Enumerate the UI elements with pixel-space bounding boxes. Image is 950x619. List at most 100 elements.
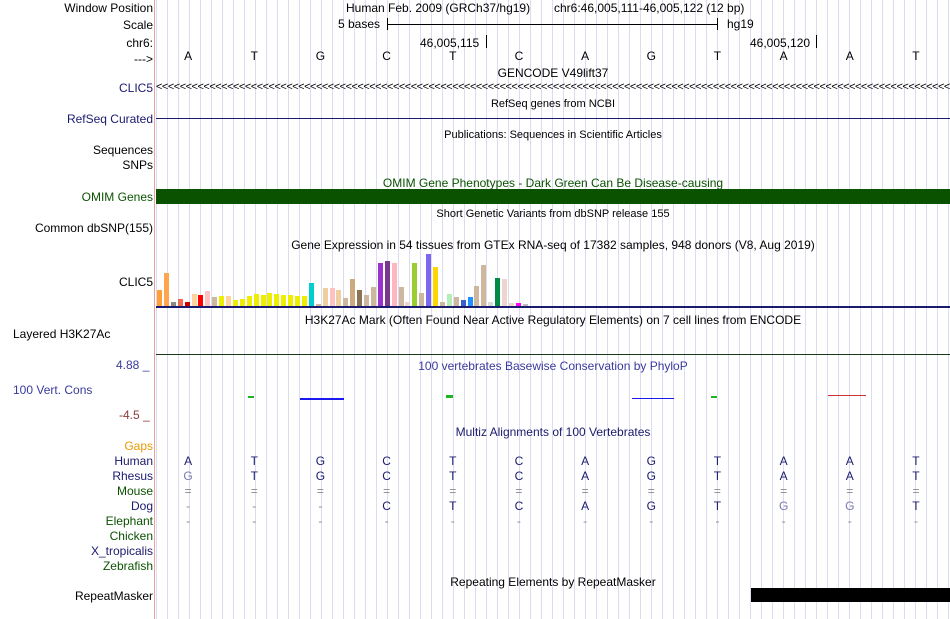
gtex-tissue-bar[interactable] [308, 283, 314, 306]
gtex-tissue-bar[interactable] [246, 296, 252, 306]
grid-line [871, 0, 872, 619]
gtex-tissue-bar[interactable] [295, 296, 300, 306]
phylop-max: 4.88 _ [116, 358, 150, 372]
gtex-tissue-bar[interactable] [329, 288, 335, 306]
gtex-tissue-bar[interactable] [191, 294, 197, 306]
grid-line [277, 0, 278, 619]
multiz-species-label[interactable]: Human [114, 454, 153, 468]
gtex-tissue-bar[interactable] [405, 302, 411, 306]
gtex-tissue-bar[interactable] [398, 287, 404, 306]
grid-line [684, 0, 685, 619]
gtex-tissue-bar[interactable] [439, 302, 445, 306]
gtex-tissue-bar[interactable] [219, 296, 225, 306]
repeatmasker-element[interactable] [751, 588, 950, 602]
multiz-species-label[interactable]: Rhesus [112, 469, 153, 483]
gtex-tissue-bar[interactable] [184, 302, 190, 306]
multiz-species-label[interactable]: Mouse [116, 484, 153, 498]
gtex-tissue-bar[interactable] [433, 267, 438, 306]
multiz-species-label[interactable]: X_tropicalis [90, 544, 153, 558]
gtex-tissue-bar[interactable] [239, 299, 245, 306]
gtex-tissue-bar[interactable] [274, 294, 280, 306]
gtex-tissue-bar[interactable] [281, 295, 287, 306]
gtex-tissue-bar[interactable] [384, 261, 390, 306]
multiz-species-label[interactable]: Elephant [105, 514, 153, 528]
multiz-gaps-label[interactable]: Gaps [124, 439, 153, 453]
refseq-gene-line[interactable] [156, 118, 950, 119]
gtex-tissue-bar[interactable] [212, 297, 218, 306]
publications-label-snps[interactable]: SNPs [122, 158, 153, 172]
multiz-species-label[interactable]: Chicken [109, 529, 153, 543]
gtex-tissue-bar[interactable] [481, 265, 487, 306]
base-grid [156, 0, 950, 619]
h3k27ac-label[interactable]: Layered H3K27Ac [13, 327, 111, 341]
gencode-gene-arrows[interactable]: <<<<<<<<<<<<<<<<<<<<<<<<<<<<<<<<<<<<<<<<… [156, 81, 950, 93]
multiz-base: C [382, 469, 391, 483]
publications-label-sequences[interactable]: Sequences [92, 143, 153, 157]
multiz-species-label[interactable]: Dog [130, 499, 153, 513]
grid-line [893, 0, 894, 619]
multiz-base: - [252, 514, 257, 528]
gtex-tissue-bar[interactable] [357, 290, 363, 306]
gtex-tissue-bar[interactable] [522, 304, 528, 306]
gtex-tissue-bar[interactable] [157, 290, 162, 306]
gtex-tissue-bar[interactable] [508, 303, 514, 306]
gtex-tissue-bar[interactable] [253, 294, 259, 306]
gtex-tissue-bar[interactable] [288, 295, 294, 306]
gtex-tissue-bar[interactable] [426, 254, 432, 306]
gtex-tissue-bar[interactable] [515, 303, 521, 306]
multiz-base: = [912, 484, 920, 498]
gtex-tissue-bar[interactable] [163, 273, 169, 306]
grid-line [343, 0, 344, 619]
grid-line [376, 0, 377, 619]
gtex-tissue-bar[interactable] [315, 304, 321, 306]
gtex-tissue-bar[interactable] [322, 288, 328, 306]
gtex-tissue-bar[interactable] [446, 294, 452, 306]
gtex-tissue-bar[interactable] [453, 297, 459, 306]
gtex-tissue-bar[interactable] [336, 290, 342, 306]
gtex-tissue-bar[interactable] [370, 287, 376, 306]
gtex-tissue-bar[interactable] [474, 286, 480, 306]
gtex-tissue-bar[interactable] [350, 279, 356, 306]
gtex-tissue-bar[interactable] [419, 293, 425, 306]
gtex-tissue-bar[interactable] [232, 300, 238, 306]
omim-gene-bar[interactable] [156, 189, 950, 204]
refseq-title: RefSeq genes from NCBI [490, 98, 616, 110]
gtex-tissue-bar[interactable] [177, 299, 183, 306]
gtex-tissue-bar[interactable] [488, 302, 494, 306]
grid-line [794, 0, 795, 619]
gtex-tissue-bar[interactable] [170, 302, 176, 306]
grid-line [717, 0, 718, 619]
grid-line [464, 0, 465, 619]
gtex-tissue-bar[interactable] [205, 291, 211, 306]
gtex-tissue-bar[interactable] [301, 296, 307, 306]
omim-label[interactable]: OMIM Genes [81, 190, 153, 204]
gtex-tissue-bar[interactable] [502, 279, 507, 306]
gtex-tissue-bar[interactable] [467, 297, 473, 306]
sequence-base: T [912, 49, 920, 63]
gtex-tissue-bar[interactable] [412, 263, 418, 306]
multiz-species-label[interactable]: Zebrafish [102, 559, 153, 573]
phylop-min: -4.5 _ [119, 408, 150, 422]
gtex-tissue-bar[interactable] [377, 263, 383, 306]
multiz-base: G [646, 499, 656, 513]
multiz-base: G [646, 469, 656, 483]
gtex-tissue-bar[interactable] [391, 263, 397, 306]
repeatmasker-label[interactable]: RepeatMasker [74, 589, 153, 603]
gtex-gene-label[interactable]: CLIC5 [118, 275, 153, 289]
gtex-tissue-bar[interactable] [267, 293, 273, 306]
gtex-tissue-bar[interactable] [260, 295, 266, 306]
grid-line [904, 0, 905, 619]
gtex-tissue-bar[interactable] [495, 278, 501, 306]
gtex-tissue-bar[interactable] [460, 300, 466, 306]
gtex-tissue-bar[interactable] [198, 295, 204, 306]
gtex-bar-chart[interactable] [156, 251, 536, 306]
dbsnp-label[interactable]: Common dbSNP(155) [34, 221, 153, 235]
refseq-label[interactable]: RefSeq Curated [66, 112, 153, 126]
gtex-tissue-bar[interactable] [343, 298, 349, 306]
gencode-gene-label[interactable]: CLIC5 [118, 81, 153, 95]
phylop-label[interactable]: 100 Vert. Cons [13, 383, 93, 397]
gtex-tissue-bar[interactable] [364, 295, 369, 306]
multiz-base: T [912, 499, 920, 513]
gtex-tissue-bar[interactable] [226, 296, 231, 306]
multiz-base: C [514, 469, 524, 483]
